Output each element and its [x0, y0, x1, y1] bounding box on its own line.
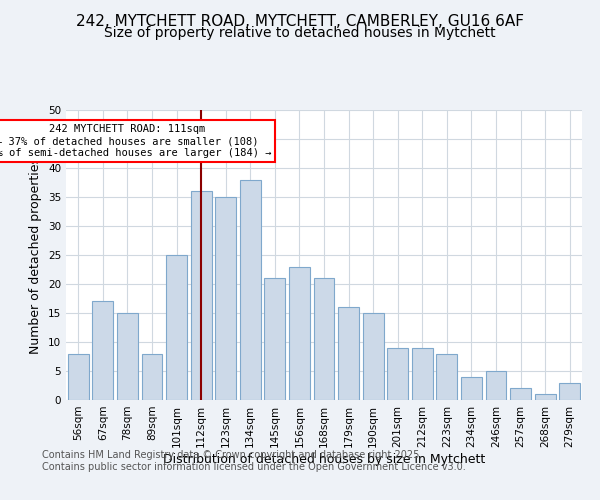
Text: Contains HM Land Registry data © Crown copyright and database right 2025.: Contains HM Land Registry data © Crown c…: [42, 450, 422, 460]
X-axis label: Distribution of detached houses by size in Mytchett: Distribution of detached houses by size …: [163, 452, 485, 466]
Bar: [215, 197, 236, 400]
Bar: [92, 302, 113, 400]
Bar: [559, 382, 580, 400]
Bar: [412, 348, 433, 400]
Bar: [68, 354, 89, 400]
Bar: [265, 278, 286, 400]
Y-axis label: Number of detached properties: Number of detached properties: [29, 156, 43, 354]
Bar: [362, 313, 383, 400]
Text: 242 MYTCHETT ROAD: 111sqm
← 37% of detached houses are smaller (108)
63% of semi: 242 MYTCHETT ROAD: 111sqm ← 37% of detac…: [0, 124, 271, 158]
Bar: [485, 371, 506, 400]
Bar: [510, 388, 531, 400]
Bar: [338, 307, 359, 400]
Bar: [535, 394, 556, 400]
Bar: [166, 255, 187, 400]
Bar: [289, 266, 310, 400]
Bar: [191, 191, 212, 400]
Bar: [240, 180, 261, 400]
Text: Contains public sector information licensed under the Open Government Licence v3: Contains public sector information licen…: [42, 462, 466, 472]
Bar: [142, 354, 163, 400]
Text: Size of property relative to detached houses in Mytchett: Size of property relative to detached ho…: [104, 26, 496, 40]
Bar: [117, 313, 138, 400]
Bar: [387, 348, 408, 400]
Text: 242, MYTCHETT ROAD, MYTCHETT, CAMBERLEY, GU16 6AF: 242, MYTCHETT ROAD, MYTCHETT, CAMBERLEY,…: [76, 14, 524, 29]
Bar: [461, 377, 482, 400]
Bar: [436, 354, 457, 400]
Bar: [314, 278, 334, 400]
